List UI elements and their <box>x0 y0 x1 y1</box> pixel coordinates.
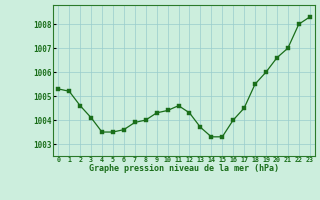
X-axis label: Graphe pression niveau de la mer (hPa): Graphe pression niveau de la mer (hPa) <box>89 164 279 173</box>
